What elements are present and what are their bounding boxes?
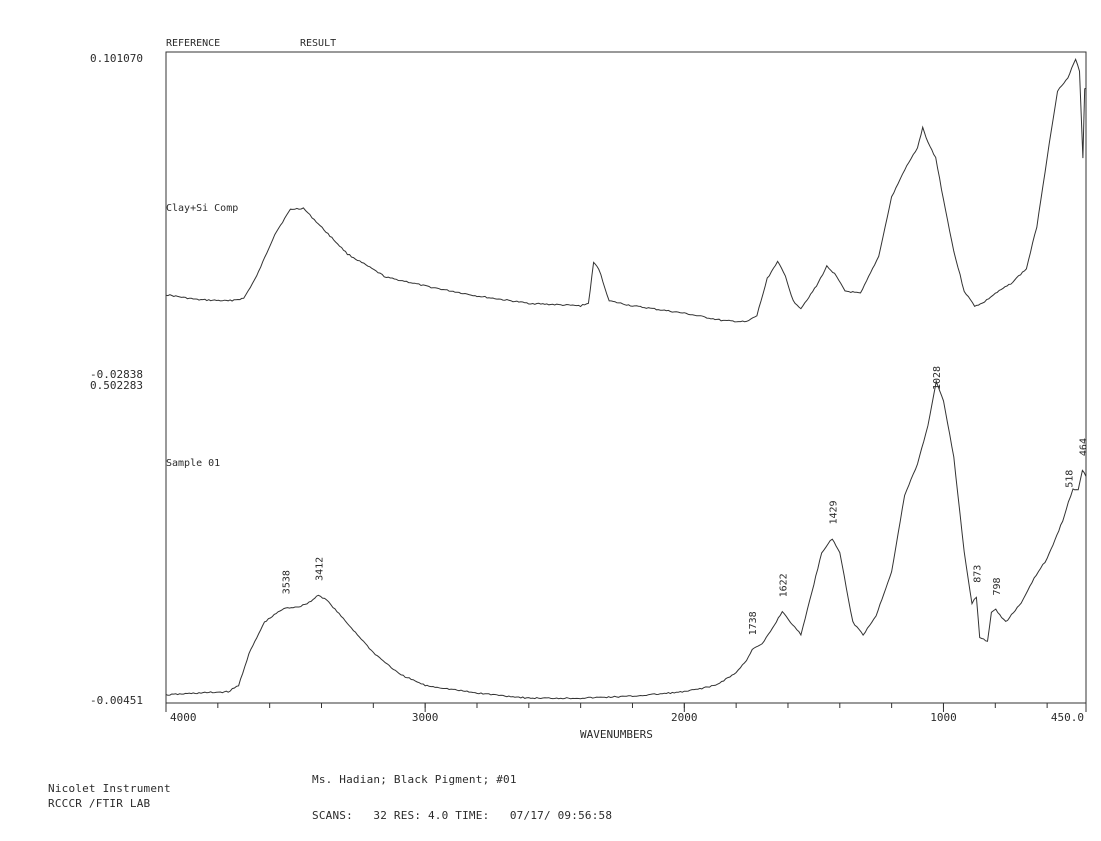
panel1-series-name: Clay+Si Comp bbox=[166, 203, 238, 214]
peak-label: 798 bbox=[992, 577, 1003, 595]
x-tick-label: 4000 bbox=[170, 711, 197, 724]
plot-frame bbox=[165, 51, 1087, 704]
peak-label: 873 bbox=[972, 565, 983, 583]
peak-label: 3412 bbox=[314, 557, 325, 581]
x-tick-label: 450.0 bbox=[1051, 711, 1084, 724]
x-tick-label: 3000 bbox=[412, 711, 439, 724]
spectrum-line-sample-01 bbox=[165, 380, 1087, 700]
sample-description: Ms. Hadian; Black Pigment; #01 bbox=[312, 773, 517, 786]
panel1-y-bottom-label: -0.02838 bbox=[90, 368, 143, 381]
spectrum-line-clay-si-comp bbox=[165, 57, 1087, 323]
peak-label: 3538 bbox=[282, 570, 293, 594]
panel2-series-name: Sample 01 bbox=[166, 458, 220, 469]
lab-name: RCCCR /FTIR LAB bbox=[48, 797, 151, 810]
peak-label: 1622 bbox=[778, 573, 789, 597]
peak-label: 1429 bbox=[828, 500, 839, 524]
x-tick-label: 2000 bbox=[671, 711, 698, 724]
peak-label: 518 bbox=[1064, 470, 1075, 488]
result-label: RESULT bbox=[300, 38, 336, 49]
peak-label: 464 bbox=[1078, 438, 1089, 456]
peak-labels: 3538 3412 1738 1622 1429 1028 873 798 518 464 bbox=[282, 366, 1090, 635]
panel1-y-top-label: 0.101070 bbox=[90, 52, 143, 65]
panel2-y-top-label: 0.502283 bbox=[90, 379, 143, 392]
peak-label: 1738 bbox=[748, 611, 759, 635]
instrument-name: Nicolet Instrument bbox=[48, 782, 171, 795]
peak-label: 1028 bbox=[932, 366, 943, 390]
x-axis-ticks: 4000 3000 2000 1000 450.0 bbox=[165, 703, 1087, 724]
x-axis-label: WAVENUMBERS bbox=[580, 728, 653, 741]
scan-info: SCANS: 32 RES: 4.0 TIME: 07/17/ 09:56:58 bbox=[312, 809, 613, 822]
x-tick-label: 1000 bbox=[930, 711, 957, 724]
panel2-y-bottom-label: -0.00451 bbox=[90, 694, 143, 707]
reference-label: REFERENCE bbox=[166, 38, 220, 49]
